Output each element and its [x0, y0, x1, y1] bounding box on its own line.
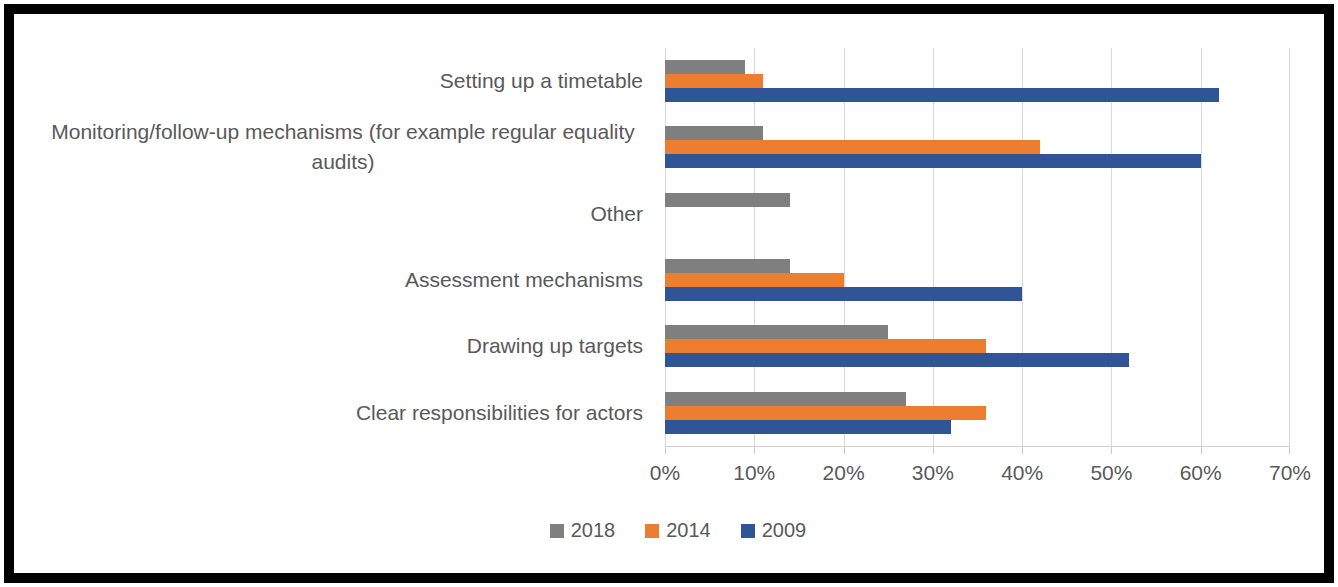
x-axis: 0%10%20%30%40%50%60%70%	[665, 446, 1290, 493]
legend-swatch-2014	[645, 524, 659, 538]
bar-2009	[665, 287, 1022, 301]
bar-group	[665, 114, 1290, 180]
bar-group	[665, 247, 1290, 313]
x-tick-label: 10%	[733, 461, 775, 485]
bar-group	[665, 380, 1290, 446]
x-tick-label: 70%	[1269, 461, 1311, 485]
category-cell: Monitoring/follow-up mechanisms (for exa…	[43, 114, 643, 180]
bar-2018	[665, 126, 763, 140]
bar-group	[665, 313, 1290, 379]
category-label: Assessment mechanisms	[405, 265, 643, 295]
bar-2009	[665, 420, 951, 434]
legend-label: 2009	[762, 519, 807, 542]
chart-body: Setting up a timetable Monitoring/follow-…	[43, 48, 1310, 446]
category-cell: Other	[43, 181, 643, 247]
bar-group	[665, 181, 1290, 247]
bar-chart: Setting up a timetable Monitoring/follow-…	[28, 28, 1310, 559]
x-tick-label: 40%	[1001, 461, 1043, 485]
bar-2014	[665, 273, 844, 287]
legend-label: 2014	[666, 519, 711, 542]
bar-2018	[665, 259, 790, 273]
x-tick-label: 20%	[823, 461, 865, 485]
plot-area	[665, 48, 1290, 446]
bar-bands	[665, 48, 1290, 446]
category-cell: Setting up a timetable	[43, 48, 643, 114]
legend-item: 2014	[645, 519, 711, 542]
category-cell: Assessment mechanisms	[43, 247, 643, 313]
category-axis: Setting up a timetable Monitoring/follow-…	[43, 48, 643, 446]
bar-2014	[665, 74, 763, 88]
axis-gap	[643, 48, 665, 446]
x-tick-label: 60%	[1180, 461, 1222, 485]
bar-2018	[665, 325, 888, 339]
category-cell: Drawing up targets	[43, 313, 643, 379]
category-label: Monitoring/follow-up mechanisms (for exa…	[43, 117, 643, 177]
category-cell: Clear responsibilities for actors	[43, 380, 643, 446]
bar-2018	[665, 193, 790, 207]
legend-item: 2018	[550, 519, 616, 542]
x-tick-label: 30%	[912, 461, 954, 485]
category-label: Other	[590, 199, 643, 229]
legend-label: 2018	[571, 519, 616, 542]
legend: 2018 2014 2009	[43, 519, 1313, 542]
bar-2014	[665, 339, 986, 353]
chart-frame: Setting up a timetable Monitoring/follow-…	[4, 4, 1334, 583]
legend-swatch-2018	[550, 524, 564, 538]
bar-2009	[665, 154, 1201, 168]
bar-2014	[665, 406, 986, 420]
bar-2018	[665, 392, 906, 406]
category-label: Setting up a timetable	[440, 66, 643, 96]
bar-2009	[665, 88, 1219, 102]
bar-group	[665, 48, 1290, 114]
bar-2014	[665, 140, 1040, 154]
category-label: Clear responsibilities for actors	[356, 398, 643, 428]
category-label: Drawing up targets	[467, 331, 643, 361]
x-tick-label: 50%	[1090, 461, 1132, 485]
x-tick-labels: 0%10%20%30%40%50%60%70%	[665, 447, 1290, 493]
legend-item: 2009	[741, 519, 807, 542]
bar-2018	[665, 60, 745, 74]
bar-2009	[665, 353, 1129, 367]
legend-swatch-2009	[741, 524, 755, 538]
x-tick-label: 0%	[650, 461, 680, 485]
